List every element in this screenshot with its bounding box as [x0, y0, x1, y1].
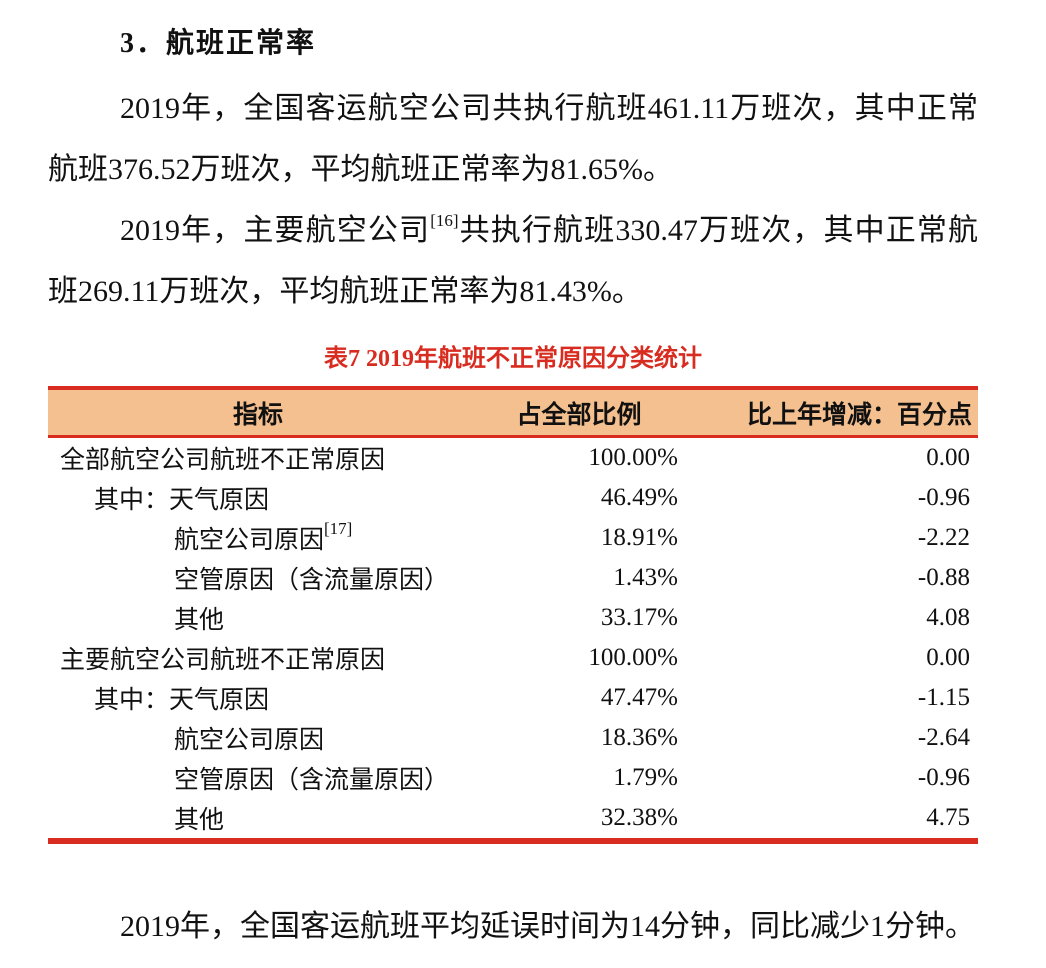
- row-share-value: 32.38%: [600, 804, 678, 831]
- row-share-value: 33.17%: [600, 604, 678, 631]
- col-header-indicator: 指标: [232, 401, 283, 429]
- row-change-value: -0.96: [917, 764, 970, 791]
- paragraph-text: 共执行航班330.47万班次，其中正常航: [458, 214, 979, 247]
- row-share-value: 100.00%: [588, 444, 678, 471]
- row-indicator: 空管原因（含流量原因）: [174, 767, 450, 794]
- paragraph-line: 航班376.52万班次，平均航班正常率为81.65%。: [48, 153, 673, 186]
- row-share-value: 18.36%: [600, 724, 678, 751]
- row-indicator: 主要航空公司航班不正常原因: [60, 647, 386, 674]
- row-indicator: 航空公司原因: [174, 527, 325, 554]
- row-share-value: 18.91%: [600, 524, 678, 551]
- paragraph-national-airlines: 2019年，全国客运航空公司共执行航班461.11万班次，其中正常 航班376.…: [48, 78, 978, 200]
- paragraph-delay-time: 2019年，全国客运航班平均延误时间为14分钟，同比减少1分钟。: [48, 896, 978, 957]
- row-share-value: 1.43%: [613, 564, 678, 591]
- table-row: 航空公司原因 18.36% -2.64: [48, 718, 978, 758]
- table-row: 其中：天气原因 47.47% -1.15: [48, 678, 978, 718]
- row-share-value: 1.79%: [613, 764, 678, 791]
- row-indicator: 空管原因（含流量原因）: [174, 567, 450, 594]
- table-row: 全部航空公司航班不正常原因 100.00% 0.00: [48, 438, 978, 478]
- table-row: 主要航空公司航班不正常原因 100.00% 0.00: [48, 638, 978, 678]
- row-indicator: 航空公司原因: [174, 727, 325, 754]
- row-indicator: 其他: [174, 807, 225, 834]
- row-change-value: 4.75: [926, 804, 970, 831]
- row-indicator: 全部航空公司航班不正常原因: [60, 447, 386, 474]
- col-header-share: 占全部比例: [516, 401, 642, 429]
- col-header-change: 比上年增减：百分点: [746, 401, 972, 429]
- paragraph-text: 2019年，主要航空公司: [120, 214, 431, 247]
- row-change-value: 0.00: [926, 644, 970, 671]
- row-change-value: -0.88: [917, 564, 970, 591]
- row-change-value: 4.08: [926, 604, 970, 631]
- footnote-ref-16: [16]: [430, 211, 459, 230]
- section-heading: 3．航班正常率: [120, 28, 317, 59]
- row-change-value: -2.22: [917, 524, 970, 551]
- paragraph-line: 2019年，主要航空公司[16]共执行航班330.47万班次，其中正常航: [48, 200, 978, 261]
- paragraph-line: 班269.11万班次，平均航班正常率为81.43%。: [48, 275, 642, 308]
- row-share-value: 47.47%: [600, 684, 678, 711]
- row-change-value: 0.00: [926, 444, 970, 471]
- table-body: 全部航空公司航班不正常原因 100.00% 0.00 其中：天气原因 46.49…: [48, 438, 978, 838]
- row-indicator: 其他: [174, 607, 225, 634]
- footnote-ref-17: [17]: [324, 519, 353, 538]
- paragraph-line: 2019年，全国客运航空公司共执行航班461.11万班次，其中正常: [120, 92, 978, 125]
- paragraph-line: 2019年，全国客运航班平均延误时间为14分钟，同比减少1分钟。: [120, 910, 975, 943]
- table-row: 空管原因（含流量原因） 1.79% -0.96: [48, 758, 978, 798]
- table-title: 表7 2019年航班不正常原因分类统计: [324, 346, 702, 372]
- table-header-row: 指标 占全部比例 比上年增减：百分点: [48, 390, 978, 438]
- paragraph-major-airlines: 2019年，主要航空公司[16]共执行航班330.47万班次，其中正常航 班26…: [48, 200, 978, 322]
- document-page: 3．航班正常率 2019年，全国客运航空公司共执行航班461.11万班次，其中正…: [48, 0, 978, 957]
- row-change-value: -0.96: [917, 484, 970, 511]
- flight-irregularity-table: 指标 占全部比例 比上年增减：百分点 全部航空公司航班不正常原因 100.00%…: [48, 386, 978, 844]
- table-row: 其中：天气原因 46.49% -0.96: [48, 478, 978, 518]
- table-row: 空管原因（含流量原因） 1.43% -0.88: [48, 558, 978, 598]
- table-row: 其他 32.38% 4.75: [48, 798, 978, 838]
- row-share-value: 46.49%: [600, 484, 678, 511]
- row-change-value: -1.15: [917, 684, 970, 711]
- table-row: 航空公司原因[17] 18.91% -2.22: [48, 518, 978, 558]
- row-share-value: 100.00%: [588, 644, 678, 671]
- row-indicator: 其中：天气原因: [94, 687, 270, 714]
- row-indicator: 其中：天气原因: [94, 487, 270, 514]
- table-row: 其他 33.17% 4.08: [48, 598, 978, 638]
- row-change-value: -2.64: [917, 724, 970, 751]
